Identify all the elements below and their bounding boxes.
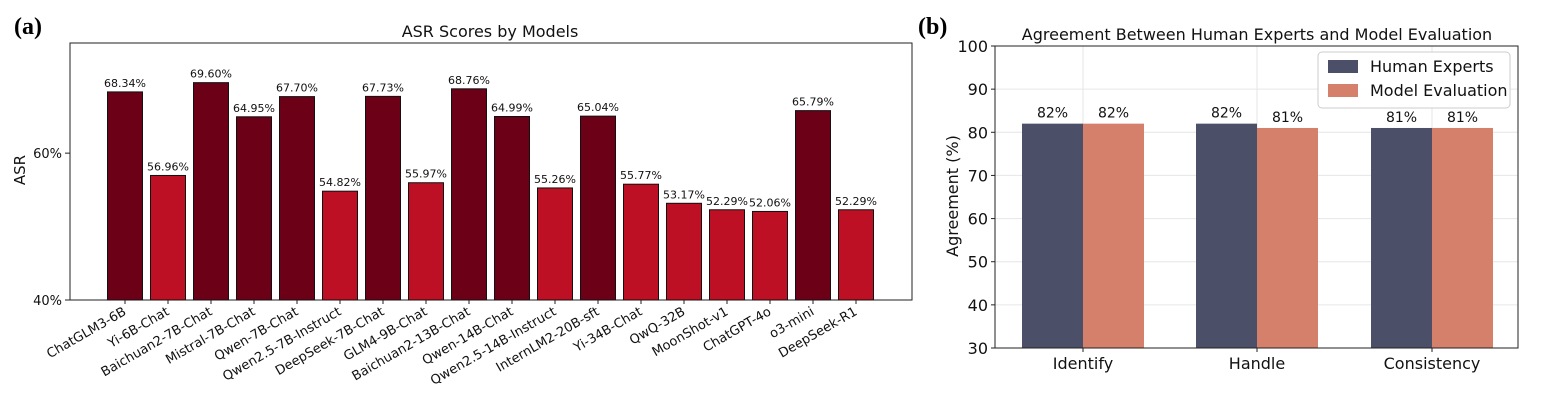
legend-swatch bbox=[1328, 84, 1358, 97]
asr-bar-value-label: 65.04% bbox=[577, 101, 619, 114]
asr-bar bbox=[838, 209, 874, 301]
panel-b-tag: (b) bbox=[918, 14, 947, 40]
asr-bar bbox=[408, 182, 444, 301]
asr-y-axis-label: ASR bbox=[11, 155, 29, 185]
asr-bar-value-label: 54.82% bbox=[319, 176, 361, 189]
legend-box bbox=[1317, 51, 1511, 109]
agreement-bar bbox=[1257, 127, 1318, 348]
agreement-chart: Agreement Between Human Experts and Mode… bbox=[943, 25, 1519, 373]
legend-label: Model Evaluation bbox=[1370, 81, 1508, 100]
asr-bar bbox=[279, 96, 315, 301]
asr-bar bbox=[795, 110, 831, 301]
asr-bar-value-label: 52.29% bbox=[835, 195, 877, 208]
asr-bar bbox=[107, 91, 143, 301]
asr-bar bbox=[709, 209, 745, 301]
asr-bar bbox=[752, 210, 788, 301]
agreement-bar-value-label: 82% bbox=[1037, 106, 1068, 122]
agreement-bar-value-label: 81% bbox=[1386, 110, 1417, 126]
agreement-x-tick-label: Consistency bbox=[1384, 354, 1481, 373]
agreement-plot-frame bbox=[994, 45, 1519, 349]
legend-label: Human Experts bbox=[1370, 57, 1494, 76]
asr-plot-frame bbox=[69, 42, 913, 301]
agreement-y-tick-label: 70 bbox=[968, 166, 988, 185]
agreement-bar-value-label: 82% bbox=[1211, 106, 1242, 122]
agreement-y-tick-label: 100 bbox=[957, 37, 988, 56]
asr-bar-value-label: 69.60% bbox=[190, 68, 232, 81]
agreement-x-tick-label: Identify bbox=[1053, 354, 1113, 373]
asr-bar-value-label: 64.99% bbox=[491, 102, 533, 115]
asr-bar bbox=[580, 115, 616, 301]
agreement-y-axis-label: Agreement (%) bbox=[943, 135, 962, 257]
agreement-bar-value-label: 82% bbox=[1098, 106, 1129, 122]
agreement-bar-value-label: 81% bbox=[1272, 110, 1303, 126]
asr-bar bbox=[236, 116, 272, 301]
agreement-bar bbox=[1371, 127, 1432, 348]
asr-bar bbox=[623, 183, 659, 301]
asr-bar-value-label: 52.29% bbox=[706, 195, 748, 208]
asr-bar bbox=[322, 190, 358, 301]
agreement-y-tick-label: 60 bbox=[968, 210, 988, 229]
asr-y-tick-label: 60% bbox=[33, 147, 62, 162]
asr-bar-value-label: 52.06% bbox=[749, 196, 791, 209]
asr-bar-value-label: 67.73% bbox=[362, 81, 404, 94]
agreement-bar bbox=[1022, 123, 1083, 349]
panel-a-tag: (a) bbox=[14, 14, 42, 40]
legend-swatch bbox=[1328, 60, 1358, 73]
agreement-bar bbox=[1432, 127, 1493, 348]
agreement-y-tick-label: 40 bbox=[968, 296, 988, 315]
asr-bar-value-label: 68.34% bbox=[104, 77, 146, 90]
asr-bar-value-label: 55.77% bbox=[620, 169, 662, 182]
agreement-x-tick-label: Handle bbox=[1229, 354, 1285, 373]
agreement-y-tick-label: 90 bbox=[968, 80, 988, 99]
agreement-chart-title: Agreement Between Human Experts and Mode… bbox=[1022, 25, 1492, 44]
asr-bar bbox=[494, 116, 530, 301]
agreement-bar bbox=[1083, 123, 1144, 349]
asr-bar bbox=[451, 88, 487, 301]
agreement-bar bbox=[1196, 123, 1257, 349]
asr-bar-value-label: 55.26% bbox=[534, 173, 576, 186]
asr-bar-value-label: 67.70% bbox=[276, 82, 318, 95]
asr-bar bbox=[666, 202, 702, 301]
asr-bar bbox=[365, 95, 401, 301]
asr-bar-value-label: 55.97% bbox=[405, 168, 447, 181]
asr-y-tick-label: 40% bbox=[33, 294, 62, 309]
asr-bar-value-label: 53.17% bbox=[663, 188, 705, 201]
asr-bar bbox=[193, 82, 229, 301]
asr-bar-value-label: 64.95% bbox=[233, 102, 275, 115]
asr-bar-value-label: 68.76% bbox=[448, 74, 490, 87]
asr-chart: ASR Scores by Models ASR 40%60%68.34%Cha… bbox=[11, 22, 913, 389]
asr-bar bbox=[537, 187, 573, 301]
asr-chart-title: ASR Scores by Models bbox=[402, 22, 579, 41]
agreement-y-tick-label: 80 bbox=[968, 123, 988, 142]
agreement-y-tick-label: 50 bbox=[968, 253, 988, 272]
agreement-bar-value-label: 81% bbox=[1447, 110, 1478, 126]
asr-bar-value-label: 56.96% bbox=[147, 160, 189, 173]
asr-bar bbox=[150, 174, 186, 301]
asr-bar-value-label: 65.79% bbox=[792, 96, 834, 109]
agreement-y-tick-label: 30 bbox=[968, 339, 988, 358]
